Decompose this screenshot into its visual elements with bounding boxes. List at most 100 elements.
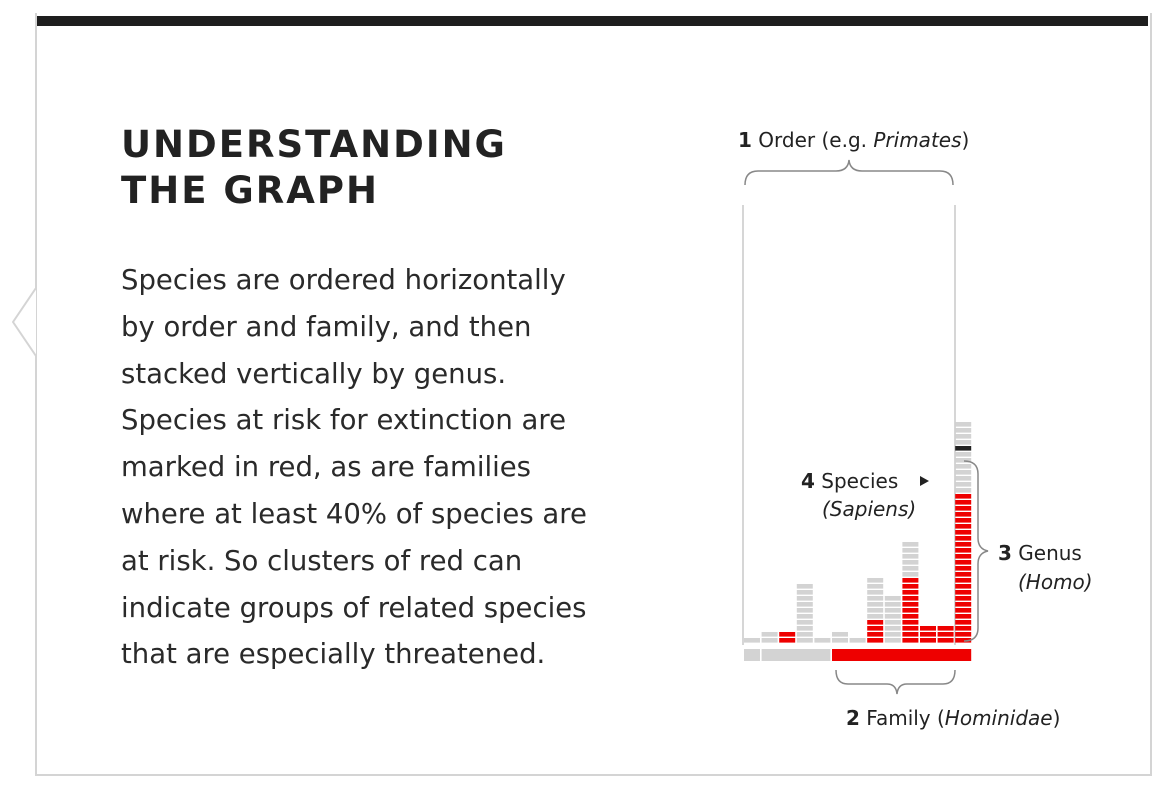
- species-cell: [796, 596, 813, 601]
- panel-title-line-2: THE GRAPH: [121, 169, 379, 212]
- species-cells: [744, 422, 972, 643]
- species-cell: [867, 626, 884, 631]
- species-cell: [867, 602, 884, 607]
- species-cell: [902, 578, 919, 583]
- species-cell: [814, 638, 831, 643]
- description-line: marked in red, as are families: [121, 451, 532, 484]
- species-cell: [955, 578, 972, 583]
- species-cell: [902, 548, 919, 553]
- order-number: 1: [738, 128, 752, 152]
- species-cell: [902, 584, 919, 589]
- order-brace: [744, 159, 954, 186]
- description-line: Species at risk for extinction are: [121, 404, 567, 437]
- species-cell: [761, 638, 778, 643]
- species-cell: [955, 602, 972, 607]
- family-bar: [744, 649, 760, 661]
- species-cell: [955, 476, 972, 481]
- species-cell: [955, 638, 972, 643]
- description-line: where at least 40% of species are: [121, 497, 587, 530]
- species-cell: [744, 638, 760, 643]
- species-cell: [920, 638, 936, 643]
- card-pointer: [12, 288, 37, 357]
- species-cell: [920, 626, 936, 631]
- family-label: 2 Family (Hominidae): [846, 706, 1060, 730]
- species-cell: [867, 638, 884, 643]
- species-cell: [955, 470, 972, 475]
- species-cell: [761, 632, 778, 637]
- species-cell: [937, 638, 954, 643]
- description-line: by order and family, and then: [121, 310, 532, 343]
- species-cell: [902, 620, 919, 625]
- species-cell: [955, 614, 972, 619]
- species-cell: [955, 530, 972, 535]
- panel-description: Species are ordered horizontally by orde…: [121, 257, 661, 678]
- species-cell: [955, 548, 972, 553]
- species-cell: [867, 578, 884, 583]
- order-example: Primates: [873, 128, 961, 152]
- species-cell: [796, 632, 813, 637]
- genus-brace: [963, 460, 989, 642]
- species-cell: [955, 626, 972, 631]
- species-cell: [902, 614, 919, 619]
- species-cell: [884, 626, 901, 631]
- species-cell: [902, 626, 919, 631]
- card-top-bar: [37, 16, 1148, 26]
- species-cell: [867, 596, 884, 601]
- species-cell: [955, 584, 972, 589]
- species-text: Species: [821, 469, 898, 493]
- order-label: 1 Order (e.g. Primates): [738, 128, 969, 152]
- species-cell: [902, 572, 919, 577]
- species-cell: [779, 638, 796, 643]
- species-cell: [955, 464, 972, 469]
- description-line: that are especially threatened.: [121, 638, 546, 671]
- family-bar: [832, 649, 972, 661]
- species-cell: [955, 620, 972, 625]
- species-cell: [955, 608, 972, 613]
- species-number: 4: [801, 469, 815, 493]
- species-cell: [955, 488, 972, 493]
- species-cell: [849, 638, 866, 643]
- species-cell: [884, 608, 901, 613]
- species-cell: [796, 602, 813, 607]
- species-example: (Sapiens): [822, 497, 916, 521]
- species-cell: [955, 524, 972, 529]
- genus-number: 3: [998, 541, 1012, 565]
- panel-title: UNDERSTANDING THE GRAPH: [121, 122, 507, 214]
- species-cell: [955, 500, 972, 505]
- family-close: ): [1053, 706, 1061, 730]
- species-cell: [884, 602, 901, 607]
- family-bars: [744, 649, 972, 661]
- species-cell: [796, 608, 813, 613]
- species-pointer-arrow: [920, 476, 929, 486]
- species-cell: [955, 428, 972, 433]
- description-line: stacked vertically by genus.: [121, 357, 507, 390]
- family-number: 2: [846, 706, 860, 730]
- family-brace: [835, 669, 956, 695]
- species-cell: [955, 494, 972, 499]
- species-label: 4 Species: [801, 469, 898, 493]
- order-close: ): [962, 128, 970, 152]
- species-cell: [796, 626, 813, 631]
- species-cell: [955, 560, 972, 565]
- species-cell: [796, 614, 813, 619]
- species-cell: [955, 542, 972, 547]
- species-cell: [902, 560, 919, 565]
- species-cell: [796, 584, 813, 589]
- species-cell: [902, 632, 919, 637]
- species-cell: [955, 452, 972, 457]
- species-cell: [867, 620, 884, 625]
- species-cell: [937, 632, 954, 637]
- species-cell: [867, 608, 884, 613]
- species-cell: [955, 440, 972, 445]
- species-cell: [920, 632, 936, 637]
- description-line: Species are ordered horizontally: [121, 264, 566, 296]
- species-cell: [884, 638, 901, 643]
- species-cell: [867, 632, 884, 637]
- species-cell: [902, 590, 919, 595]
- species-cell: [955, 536, 972, 541]
- species-cell: [884, 596, 901, 601]
- species-cell: [955, 518, 972, 523]
- species-cell: [867, 584, 884, 589]
- genus-text: Genus: [1018, 541, 1082, 565]
- species-cell: [832, 638, 848, 643]
